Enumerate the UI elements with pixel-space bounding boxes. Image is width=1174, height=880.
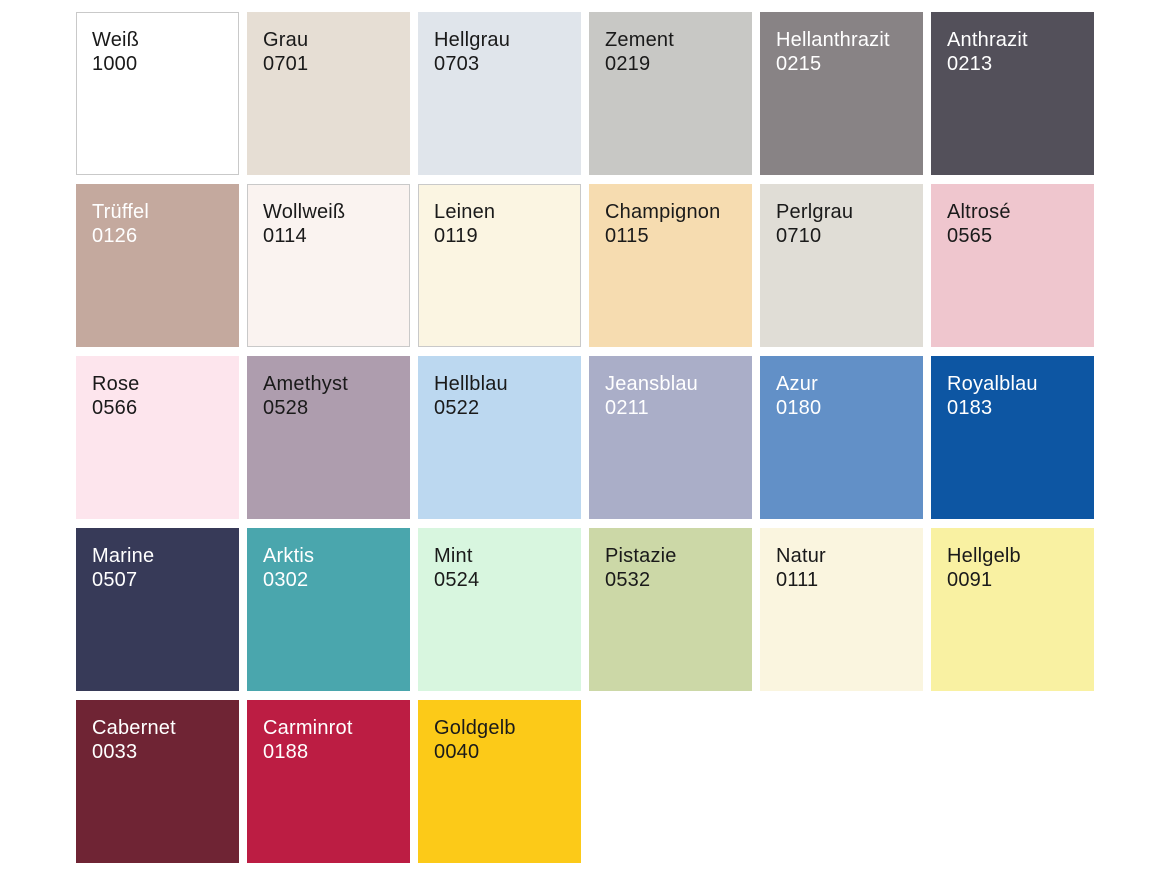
swatch-code: 0219 bbox=[605, 53, 651, 75]
swatch-code: 0565 bbox=[947, 225, 993, 247]
swatch-name: Anthrazit bbox=[947, 29, 1028, 51]
swatch-name: Altrosé bbox=[947, 201, 1011, 223]
swatch-name: Leinen bbox=[434, 201, 496, 223]
swatch-code: 0040 bbox=[434, 741, 480, 763]
color-swatch[interactable]: Royalblau 0183 bbox=[931, 356, 1094, 519]
swatch-name: Carminrot bbox=[263, 717, 353, 739]
color-swatch[interactable]: Hellanthrazit 0215 bbox=[760, 12, 923, 175]
swatch-code: 0188 bbox=[263, 741, 309, 763]
color-swatch[interactable]: Hellgrau 0703 bbox=[418, 12, 581, 175]
color-swatch[interactable]: Amethyst 0528 bbox=[247, 356, 410, 519]
swatch-name: Zement bbox=[605, 29, 675, 51]
color-swatch[interactable]: Hellblau 0522 bbox=[418, 356, 581, 519]
swatch-code: 0180 bbox=[776, 397, 822, 419]
swatch-code: 0211 bbox=[605, 397, 649, 419]
swatch-name: Jeansblau bbox=[605, 373, 698, 395]
swatch-name: Hellgelb bbox=[947, 545, 1021, 567]
color-swatch[interactable]: Rose 0566 bbox=[76, 356, 239, 519]
swatch-code: 0566 bbox=[92, 397, 138, 419]
swatch-code: 0215 bbox=[776, 53, 822, 75]
swatch-name: Azur bbox=[776, 373, 818, 395]
swatch-name: Grau bbox=[263, 29, 309, 51]
swatch-code: 0524 bbox=[434, 569, 480, 591]
color-swatch[interactable]: Natur 0111 bbox=[760, 528, 923, 691]
swatch-code: 0701 bbox=[263, 53, 309, 75]
color-swatch[interactable]: Leinen 0119 bbox=[418, 184, 581, 347]
swatch-name: Amethyst bbox=[263, 373, 348, 395]
color-swatch[interactable]: Grau 0701 bbox=[247, 12, 410, 175]
color-swatch[interactable]: Hellgelb 0091 bbox=[931, 528, 1094, 691]
swatch-name: Pistazie bbox=[605, 545, 677, 567]
swatch-name: Hellanthrazit bbox=[776, 29, 890, 51]
swatch-name: Goldgelb bbox=[434, 717, 516, 739]
swatch-code: 0302 bbox=[263, 569, 309, 591]
swatch-code: 0507 bbox=[92, 569, 138, 591]
color-swatch[interactable]: Perlgrau 0710 bbox=[760, 184, 923, 347]
swatch-name: Hellgrau bbox=[434, 29, 511, 51]
swatch-code: 0126 bbox=[92, 225, 138, 247]
swatch-code: 0710 bbox=[776, 225, 822, 247]
color-swatch[interactable]: Zement 0219 bbox=[589, 12, 752, 175]
swatch-name: Hellblau bbox=[434, 373, 508, 395]
swatch-code: 0703 bbox=[434, 53, 480, 75]
swatch-name: Weiß bbox=[92, 29, 140, 51]
swatch-name: Mint bbox=[434, 545, 473, 567]
color-swatch[interactable]: Jeansblau 0211 bbox=[589, 356, 752, 519]
swatch-name: Marine bbox=[92, 545, 155, 567]
swatch-name: Perlgrau bbox=[776, 201, 854, 223]
swatch-code: 0532 bbox=[605, 569, 651, 591]
color-swatch[interactable]: Marine 0507 bbox=[76, 528, 239, 691]
swatch-code: 0033 bbox=[92, 741, 138, 763]
color-palette-grid: Weiß 1000 Grau 0701 Hellgrau 0703 Zement… bbox=[76, 12, 1094, 863]
color-swatch[interactable]: Champignon 0115 bbox=[589, 184, 752, 347]
swatch-code: 1000 bbox=[92, 53, 138, 75]
color-swatch[interactable]: Trüffel 0126 bbox=[76, 184, 239, 347]
swatch-code: 0528 bbox=[263, 397, 309, 419]
color-swatch[interactable]: Mint 0524 bbox=[418, 528, 581, 691]
swatch-name: Natur bbox=[776, 545, 826, 567]
swatch-code: 0183 bbox=[947, 397, 993, 419]
swatch-name: Arktis bbox=[263, 545, 315, 567]
swatch-code: 0522 bbox=[434, 397, 480, 419]
swatch-name: Champignon bbox=[605, 201, 721, 223]
color-swatch[interactable]: Arktis 0302 bbox=[247, 528, 410, 691]
swatch-code: 0115 bbox=[605, 225, 649, 247]
color-swatch[interactable]: Weiß 1000 bbox=[76, 12, 239, 175]
color-swatch[interactable]: Goldgelb 0040 bbox=[418, 700, 581, 863]
color-swatch[interactable]: Azur 0180 bbox=[760, 356, 923, 519]
color-swatch[interactable]: Cabernet 0033 bbox=[76, 700, 239, 863]
swatch-name: Rose bbox=[92, 373, 140, 395]
swatch-name: Royalblau bbox=[947, 373, 1038, 395]
swatch-name: Cabernet bbox=[92, 717, 176, 739]
color-swatch[interactable]: Carminrot 0188 bbox=[247, 700, 410, 863]
swatch-name: Wollweiß bbox=[263, 201, 346, 223]
swatch-code: 0213 bbox=[947, 53, 993, 75]
color-swatch[interactable]: Wollweiß 0114 bbox=[247, 184, 410, 347]
swatch-code: 0091 bbox=[947, 569, 993, 591]
swatch-name: Trüffel bbox=[92, 201, 149, 223]
color-swatch[interactable]: Altrosé 0565 bbox=[931, 184, 1094, 347]
swatch-code: 0114 bbox=[263, 225, 307, 247]
swatch-code: 0119 bbox=[434, 225, 478, 247]
swatch-code: 0111 bbox=[776, 569, 819, 591]
color-swatch[interactable]: Pistazie 0532 bbox=[589, 528, 752, 691]
color-swatch[interactable]: Anthrazit 0213 bbox=[931, 12, 1094, 175]
